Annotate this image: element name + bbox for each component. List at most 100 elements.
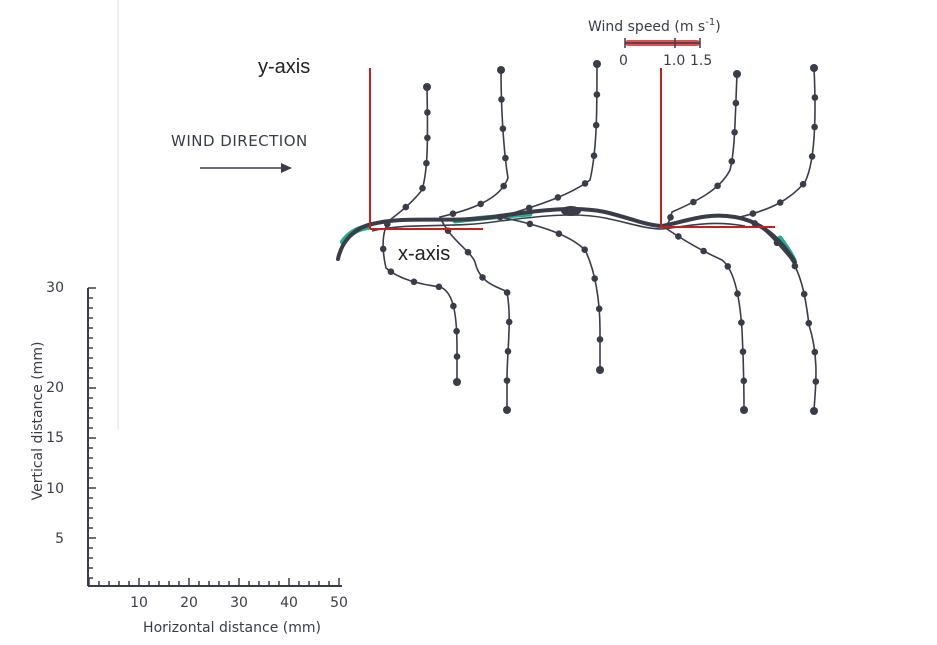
profile-point [423, 83, 431, 91]
profile-point [749, 210, 757, 217]
profile-point [503, 289, 511, 296]
scale-tick-label: 1.0 [663, 53, 685, 69]
profile-point [595, 305, 603, 313]
y-tick-label: 20 [46, 380, 64, 396]
leaf-midrib [561, 206, 581, 216]
profile-point [734, 290, 741, 298]
profile-point [590, 152, 598, 159]
profile-point [724, 263, 732, 270]
profile-point [435, 283, 443, 291]
profile-point [751, 220, 759, 227]
profile-point [581, 246, 588, 253]
profile-point [525, 204, 533, 212]
profile-point [591, 275, 598, 282]
profile-point [810, 407, 818, 415]
profile-point [740, 377, 748, 385]
profile-point [450, 302, 457, 310]
profile-point [700, 247, 707, 255]
wind-profile-line [438, 69, 511, 411]
profile-point [499, 125, 507, 132]
profile-point [449, 210, 457, 217]
profile-point [593, 91, 601, 98]
profile-point [402, 203, 410, 211]
profile-point [810, 64, 818, 72]
profile-point [555, 230, 563, 237]
profile-point [728, 158, 736, 165]
x-axis-annotation: x-axis [398, 243, 450, 265]
profile-point [811, 123, 818, 131]
x-axis-title: Horizontal distance (mm) [143, 620, 321, 636]
profile-point [667, 214, 674, 221]
profile-point [500, 182, 508, 190]
wind-profile-line [499, 63, 601, 370]
profile-point [593, 60, 601, 68]
wind-direction: WIND DIRECTION [171, 132, 307, 173]
profile-point [424, 109, 431, 116]
wind-profile-line [739, 67, 817, 412]
profile-point [554, 194, 562, 201]
profile-point [800, 290, 808, 298]
profile-point [496, 213, 504, 221]
scale-tick-label: 0 [619, 53, 628, 69]
profile-point [811, 348, 819, 356]
profile-point [503, 377, 511, 384]
profile-point [805, 319, 813, 327]
profile-point [526, 220, 534, 228]
x-tick-label: 10 [130, 595, 148, 611]
profile-point [453, 378, 461, 386]
arrow-head-icon [281, 163, 292, 173]
y-tick-label: 10 [46, 481, 64, 497]
profile-point [479, 274, 486, 281]
wind-speed-scale: Wind speed (m s-1) 0 1.0 1.5 [588, 17, 721, 69]
profile-point [504, 348, 512, 355]
wind-profile-line [662, 73, 745, 411]
profile-point [505, 318, 513, 326]
profile-point [731, 129, 738, 136]
y-tick-label: 15 [46, 430, 64, 446]
wind-profile-line [382, 86, 458, 382]
profile-point [410, 278, 418, 286]
wind-profiles [379, 60, 820, 415]
x-tick-label: 20 [180, 595, 198, 611]
x-tick-label: 30 [230, 595, 248, 611]
profile-points [379, 60, 820, 415]
profile-point [732, 99, 740, 107]
profile-point [498, 96, 505, 103]
profile-point [423, 159, 430, 167]
profile-point [424, 134, 431, 142]
profile-point [503, 406, 511, 414]
scale-tick-label: 1.5 [690, 53, 712, 69]
profile-point [690, 198, 697, 206]
profile-point [714, 182, 721, 190]
profile-point [581, 180, 589, 187]
profile-point [773, 239, 781, 247]
profile-point [739, 348, 747, 356]
profile-point [596, 366, 604, 374]
profile-point [387, 268, 395, 276]
profile-point [592, 121, 600, 129]
profile-point [733, 70, 741, 78]
reference-axes: 30 20 15 10 5 10 20 30 40 50 Horizontal … [30, 280, 348, 636]
profile-point [384, 220, 391, 228]
annotation-axes: y-axis x-axis [258, 56, 775, 265]
profile-point [808, 153, 816, 160]
profile-point [791, 262, 799, 270]
profile-point [502, 154, 509, 162]
y-axis-ticks [88, 287, 96, 579]
x-axis-ticks [88, 578, 340, 586]
y-tick-label: 30 [46, 280, 64, 296]
scale-title: Wind speed (m s-1) [588, 17, 721, 35]
profile-point [419, 184, 426, 192]
profile-point [811, 94, 819, 101]
profile-point [464, 248, 472, 256]
x-tick-label: 50 [330, 595, 348, 611]
leaf-outline [336, 207, 797, 264]
profile-point [812, 378, 820, 385]
profile-point [477, 200, 485, 208]
profile-point [799, 180, 807, 188]
x-tick-label: 40 [280, 595, 298, 611]
profile-point [453, 327, 460, 335]
profile-point [596, 336, 604, 343]
